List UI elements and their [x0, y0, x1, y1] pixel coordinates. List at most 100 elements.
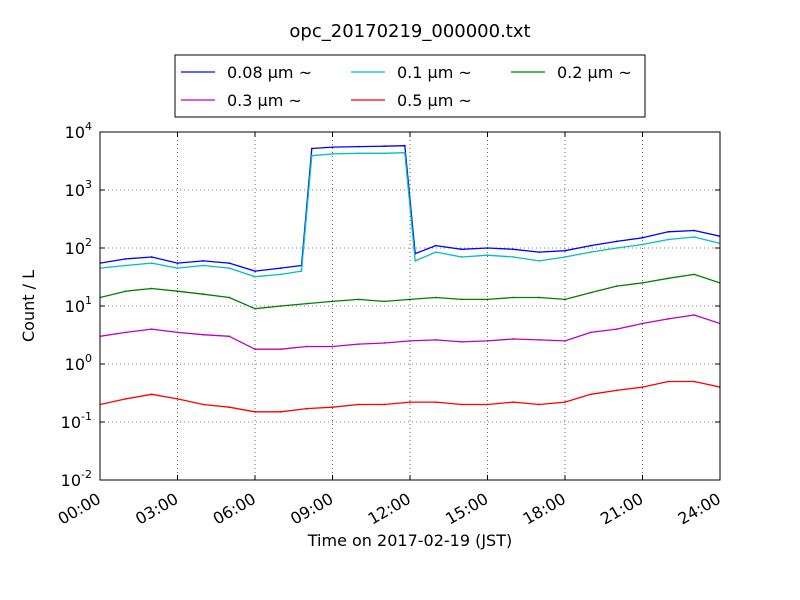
y-tick-label: 101	[65, 294, 92, 316]
series-point-0	[254, 270, 256, 272]
series-point-4	[409, 401, 411, 403]
y-axis-label: Count / L	[19, 270, 38, 342]
series-point-3	[564, 340, 566, 342]
series-point-1	[310, 154, 313, 157]
series-point-3	[409, 340, 411, 342]
y-tick-label: 102	[65, 236, 92, 258]
series-point-4	[486, 403, 489, 406]
legend-label: 0.5 μm ~	[397, 91, 472, 110]
series-point-2	[512, 296, 515, 299]
series-point-4	[202, 403, 205, 406]
series-point-0	[176, 262, 179, 264]
series-point-3	[693, 314, 696, 316]
y-tick-exponent: -2	[81, 468, 92, 481]
series-point-2	[409, 298, 411, 301]
series-point-0	[279, 267, 282, 269]
series-point-1	[254, 275, 256, 278]
series-point-2	[486, 298, 489, 301]
series-point-2	[538, 296, 541, 299]
series-point-3	[538, 339, 541, 341]
x-tick-label: 15:00	[442, 489, 491, 529]
series-point-4	[383, 403, 386, 406]
series-point-4	[254, 410, 256, 413]
series-point-1	[486, 254, 489, 257]
series-point-2	[641, 282, 644, 284]
y-tick-base: 10	[65, 239, 85, 258]
series-point-0	[150, 256, 153, 258]
series-point-2	[434, 296, 437, 299]
series-point-2	[279, 305, 282, 307]
series-point-2	[124, 290, 127, 293]
x-axis-label: Time on 2017-02-19 (JST)	[307, 531, 512, 550]
legend-label: 0.2 μm ~	[557, 63, 632, 82]
x-tick-label: 09:00	[287, 489, 336, 529]
series-point-1	[512, 256, 515, 258]
series-point-4	[460, 403, 463, 406]
y-tick-base: 10	[65, 181, 85, 200]
series-point-4	[357, 403, 360, 406]
series-point-1	[564, 256, 566, 258]
series-point-4	[693, 380, 696, 383]
series-point-0	[357, 145, 360, 148]
series-point-0	[124, 258, 127, 260]
y-tick-base: 10	[65, 297, 85, 316]
series-point-1	[460, 256, 463, 258]
series-point-2	[615, 285, 618, 287]
series-point-4	[228, 406, 231, 409]
y-tick-base: 10	[65, 355, 85, 374]
series-point-1	[124, 264, 127, 267]
series-point-2	[357, 298, 360, 301]
series-point-3	[176, 331, 179, 334]
series-point-4	[176, 398, 179, 400]
series-point-0	[564, 249, 566, 252]
y-tick-label: 100	[65, 352, 92, 374]
series-point-3	[434, 339, 437, 341]
chart-title: opc_20170219_000000.txt	[289, 21, 530, 42]
series-point-2	[383, 300, 386, 303]
series-layer	[100, 144, 720, 413]
x-tick-label: 00:00	[55, 489, 104, 529]
y-tick-exponent: 1	[85, 294, 92, 307]
series-point-0	[486, 247, 489, 249]
series-point-0	[383, 145, 386, 148]
series-point-4	[589, 393, 592, 396]
y-tick-base: 10	[65, 123, 85, 142]
series-point-2	[305, 302, 308, 305]
series-point-0	[589, 244, 592, 247]
series-point-2	[176, 290, 179, 293]
series-point-1	[331, 153, 334, 155]
series-point-2	[667, 277, 670, 280]
series-point-2	[150, 287, 153, 290]
y-tick-base: 10	[61, 471, 81, 490]
legend: 0.08 μm ~ 0.1 μm ~ 0.2 μm ~ 0.3 μm ~ 0.5 μm …	[174, 54, 646, 118]
series-point-4	[641, 386, 644, 388]
y-tick-base: 10	[61, 413, 81, 432]
series-point-0	[434, 244, 437, 247]
series-point-1	[300, 270, 303, 272]
series-point-1	[383, 152, 386, 155]
series-point-3	[589, 331, 592, 334]
y-tick-exponent: 2	[85, 236, 92, 249]
series-point-3	[150, 328, 153, 330]
series-point-1	[538, 260, 541, 262]
series-point-4	[279, 410, 282, 413]
series-point-0	[538, 251, 541, 254]
series-point-2	[460, 298, 463, 301]
y-tick-exponent: 4	[85, 120, 92, 133]
x-tick-label: 24:00	[675, 489, 724, 529]
series-point-1	[641, 243, 644, 246]
series-point-3	[383, 342, 386, 344]
series-point-1	[615, 247, 618, 249]
series-point-4	[538, 403, 541, 406]
series-point-3	[512, 338, 515, 340]
y-tick-exponent: 0	[85, 352, 92, 365]
series-point-3	[615, 328, 618, 330]
series-point-3	[641, 322, 644, 325]
series-point-4	[305, 407, 308, 410]
x-tick-label: 21:00	[597, 489, 646, 529]
y-tick-label: 103	[65, 178, 92, 200]
legend-label: 0.08 μm ~	[227, 63, 312, 82]
x-tick-label: 06:00	[210, 489, 259, 529]
series-point-1	[667, 238, 670, 241]
y-tick-exponent: 3	[85, 178, 92, 191]
